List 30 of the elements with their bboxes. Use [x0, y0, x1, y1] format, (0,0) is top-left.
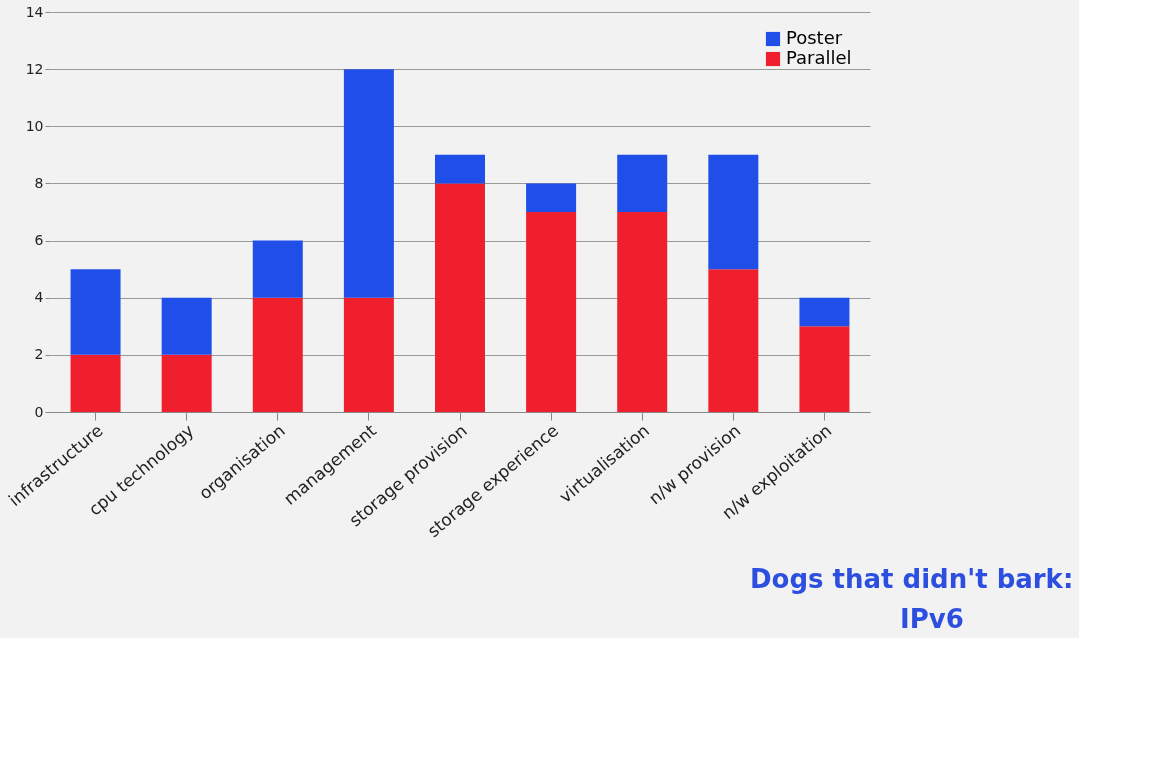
bar	[252, 240, 303, 298]
bar	[70, 269, 121, 355]
bar	[161, 354, 212, 412]
y-tick-label: 2	[34, 346, 44, 363]
bar	[526, 183, 577, 212]
bar	[435, 183, 485, 412]
y-tick-label: 10	[25, 117, 44, 134]
bar	[343, 297, 394, 412]
y-tick-label: 12	[25, 60, 44, 77]
y-tick-label: 0	[34, 403, 44, 420]
bar	[708, 269, 759, 412]
bar	[799, 326, 850, 412]
bar	[435, 154, 485, 184]
y-tick-label: 6	[34, 232, 44, 249]
y-tick-label: 4	[34, 289, 44, 306]
y-tick-label: 14	[25, 3, 44, 20]
text: IPv6	[900, 604, 964, 634]
bar	[799, 297, 850, 327]
bar	[617, 154, 668, 212]
bar	[343, 69, 394, 298]
bar	[161, 297, 212, 355]
legend-label: Poster	[786, 27, 843, 48]
bar	[252, 297, 303, 412]
y-tick-label: 8	[34, 174, 44, 191]
bar	[526, 212, 577, 412]
bar	[70, 354, 121, 412]
legend-label: Parallel	[786, 47, 852, 68]
bar	[708, 154, 759, 270]
bar	[617, 212, 668, 412]
text: Dogs that didn't bark:	[750, 564, 1074, 594]
